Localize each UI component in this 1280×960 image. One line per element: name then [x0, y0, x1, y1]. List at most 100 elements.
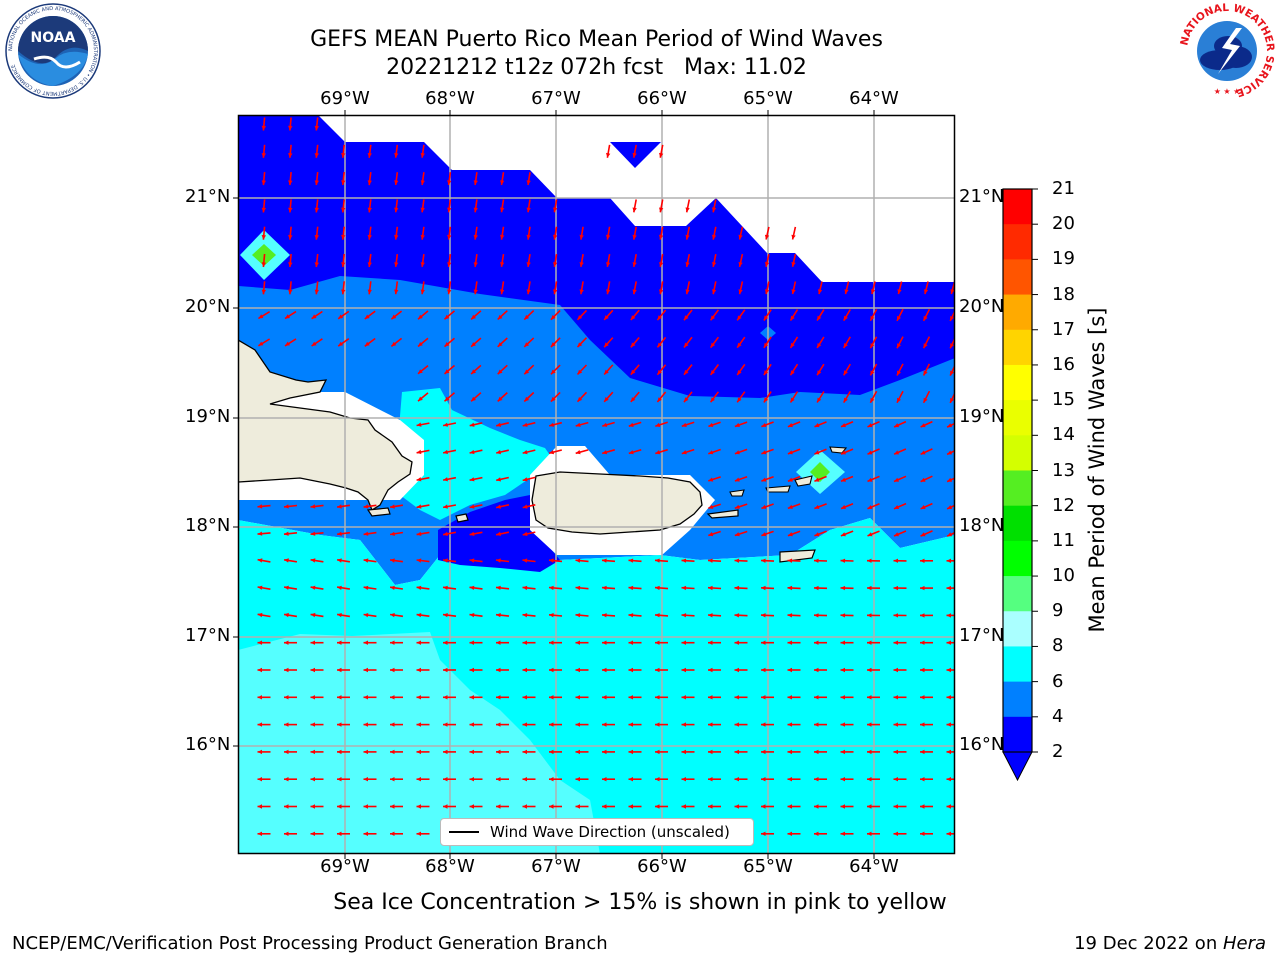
wave-direction-arrowhead [681, 749, 686, 755]
wave-direction-arrowhead [550, 315, 556, 320]
wave-direction-arrowhead [946, 749, 951, 755]
wave-direction-arrowhead [550, 396, 556, 402]
wave-direction-arrowhead [526, 262, 531, 267]
chart-subtitle: 20221212 t12z 072h fcst Max: 11.02 [386, 55, 807, 80]
wave-direction-arrowhead [522, 531, 528, 537]
wave-direction-arrowhead [469, 504, 475, 509]
wave-direction-arrowhead [284, 612, 289, 618]
wave-direction-arrowhead [655, 749, 660, 755]
wave-direction-arrowhead [946, 585, 951, 591]
wave-direction-arrowhead [420, 180, 425, 185]
wave-direction-arrowhead [628, 558, 634, 563]
wave-direction-arrowhead [310, 804, 315, 809]
wave-direction-arrowhead [712, 289, 717, 295]
wave-direction-arrowhead [575, 585, 581, 591]
wave-direction-arrowhead [761, 667, 766, 673]
wave-direction-arrowhead [257, 695, 262, 700]
wave-direction-arrowhead [787, 749, 792, 755]
wave-direction-arrowhead [684, 397, 689, 403]
wave-direction-arrowhead [946, 695, 951, 700]
wave-direction-arrowhead [893, 613, 898, 618]
wave-direction-arrowhead [708, 532, 714, 537]
wave-direction-arrowhead [840, 667, 845, 673]
wave-direction-arrowhead [894, 505, 899, 509]
wave-direction-arrowhead [734, 804, 739, 809]
wave-direction-arrowhead [787, 423, 793, 428]
wave-direction-arrowhead [604, 315, 609, 320]
wave-direction-arrowhead [761, 613, 766, 618]
wave-direction-arrowhead [497, 314, 503, 320]
wave-direction-arrowhead [840, 695, 845, 700]
wave-direction-arrowhead [522, 422, 528, 427]
wave-direction-arrowhead [897, 315, 901, 321]
axis-ticks [233, 110, 875, 859]
wave-direction-arrowhead [655, 450, 661, 455]
wave-direction-arrowhead [314, 235, 319, 240]
wave-direction-arrowhead [575, 667, 580, 673]
wave-direction-arrowhead [444, 342, 450, 347]
lat-label-right-18n: 18°N [959, 515, 1005, 536]
wave-direction-arrowhead [893, 695, 898, 700]
wave-direction-arrowhead [390, 613, 395, 618]
wave-direction-arrowhead [443, 777, 448, 782]
wave-direction-arrowhead [473, 289, 478, 295]
wave-direction-arrowhead [761, 640, 766, 645]
wave-direction-arrowhead [894, 477, 899, 482]
wave-direction-arrowhead [257, 722, 262, 727]
wave-direction-arrowhead [390, 831, 395, 836]
wave-direction-arrowhead [628, 695, 633, 700]
wave-direction-arrowhead [496, 422, 502, 427]
wave-direction-arrowhead [310, 667, 315, 673]
wave-direction-arrowhead [257, 531, 263, 536]
wave-direction-arrowhead [284, 640, 289, 645]
wave-direction-arrowhead [420, 262, 425, 267]
wave-direction-arrowhead [310, 749, 315, 755]
wave-direction-arrowhead [761, 695, 766, 700]
wave-direction-arrowhead [496, 585, 501, 590]
wave-direction-arrowhead [602, 722, 607, 727]
colorbar-segment [1003, 435, 1032, 471]
wave-direction-arrowhead [681, 695, 686, 700]
wave-direction-arrowhead [787, 585, 793, 591]
wave-direction-arrowhead [341, 180, 346, 186]
wave-direction-arrowhead [814, 585, 819, 591]
land-isla-saona [366, 507, 391, 517]
lat-label-right-20n: 20°N [959, 296, 1005, 317]
lat-label-left-18n: 18°N [185, 515, 231, 536]
wave-direction-arrowhead [367, 262, 372, 267]
wave-direction-arrowhead [261, 262, 266, 267]
wave-direction-arrowhead [310, 640, 315, 645]
wave-direction-arrowhead [261, 180, 266, 186]
wave-direction-arrowhead [628, 777, 633, 782]
wave-direction-arrowhead [549, 450, 555, 455]
wave-direction-arrowhead [950, 343, 955, 349]
wave-direction-arrowhead [575, 777, 580, 782]
wave-direction-arrowhead [469, 422, 475, 427]
wave-direction-arrowhead [738, 234, 743, 240]
wave-direction-arrowhead [394, 153, 399, 158]
wave-direction-arrowhead [496, 777, 501, 782]
colorbar [1002, 188, 1038, 782]
colorbar-segment [1003, 259, 1032, 296]
wave-direction-arrowhead [337, 777, 342, 782]
wave-period-6-8-tongue [385, 388, 560, 520]
wave-direction-arrowhead [497, 396, 503, 402]
wave-direction-arrowhead [337, 531, 342, 536]
wave-direction-arrowhead [632, 262, 637, 267]
lon-label-bottom-67w: 67°W [531, 856, 581, 877]
wave-direction-arrowhead [893, 831, 898, 836]
wave-direction-arrowhead [817, 289, 823, 295]
wave-direction-arrowhead [522, 695, 527, 700]
wave-direction-arrowhead [897, 370, 901, 376]
wave-direction-arrowhead [791, 289, 796, 295]
wave-direction-arrowhead [602, 667, 607, 673]
wave-direction-arrowhead [840, 804, 845, 809]
wave-direction-arrowhead [867, 722, 872, 727]
wave-direction-arrowhead [893, 667, 898, 673]
wave-direction-arrowhead [310, 831, 315, 836]
wave-direction-arrowhead [840, 613, 846, 618]
wave-direction-arrowhead [471, 369, 476, 374]
wave-direction-arrowhead [684, 369, 689, 375]
wave-direction-arrowhead [288, 289, 293, 295]
wave-direction-arrowhead [867, 667, 872, 673]
